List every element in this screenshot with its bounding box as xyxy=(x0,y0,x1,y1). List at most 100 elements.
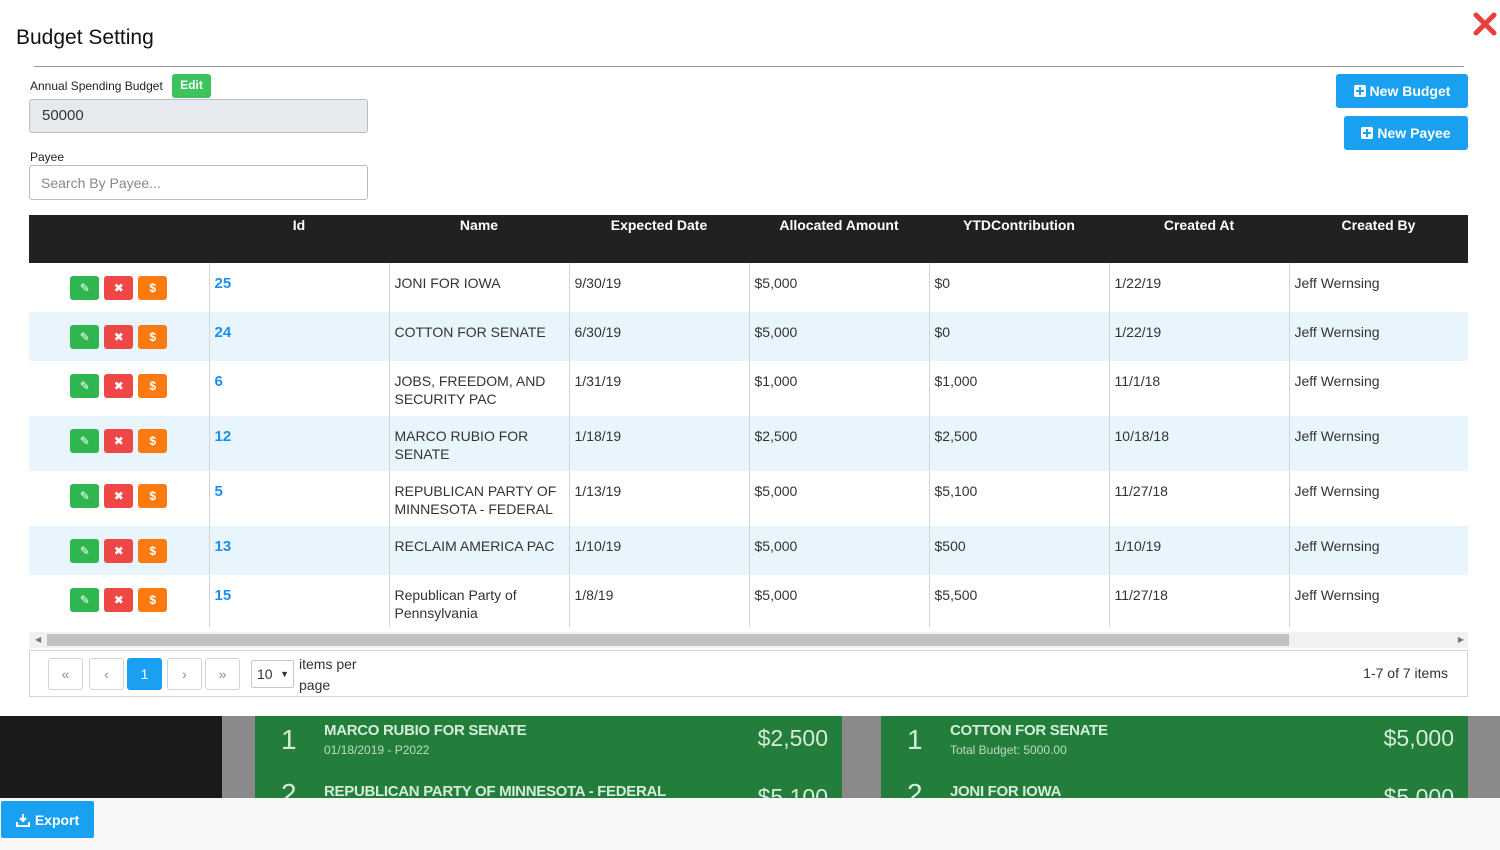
edit-budget-button[interactable]: Edit xyxy=(172,74,211,98)
payee-search-input[interactable] xyxy=(29,165,368,200)
row-name-cell: Republican Party of Pennsylvania xyxy=(388,575,569,627)
column-header-id[interactable]: Id xyxy=(292,217,306,233)
dollar-icon: $ xyxy=(149,330,157,344)
next-page-button[interactable]: › xyxy=(167,658,202,690)
page-size-value: 10 xyxy=(257,666,273,682)
row-id-link[interactable]: 25 xyxy=(214,275,232,292)
pay-row-button[interactable]: $ xyxy=(138,374,168,398)
row-expected-date: 6/30/19 xyxy=(574,324,622,340)
row-created-by-cell: Jeff Wernsing xyxy=(1288,312,1468,361)
scroll-right-icon[interactable]: ▶ xyxy=(1457,635,1464,644)
prev-page-button[interactable]: ‹ xyxy=(89,658,124,690)
column-header-created-by[interactable]: Created By xyxy=(1341,217,1416,233)
summary-payee-name: COTTON FOR SENATE xyxy=(950,722,1108,739)
caret-down-icon: ▼ xyxy=(280,669,289,679)
edit-row-button[interactable]: ✎ xyxy=(70,429,100,453)
row-created-by: Jeff Wernsing xyxy=(1294,538,1380,554)
last-page-button[interactable]: » xyxy=(205,658,240,690)
pay-row-button[interactable]: $ xyxy=(138,588,168,612)
column-header-ytd-contribution[interactable]: YTDContribution xyxy=(963,217,1075,233)
row-name-cell: COTTON FOR SENATE xyxy=(388,312,569,361)
row-expected-date: 1/18/19 xyxy=(574,428,622,444)
pencil-icon: ✎ xyxy=(79,544,90,558)
new-budget-button[interactable]: New Budget xyxy=(1336,74,1468,108)
row-id-link-cell: 5 xyxy=(208,471,389,526)
row-created-by: Jeff Wernsing xyxy=(1294,483,1380,499)
pay-row-button[interactable]: $ xyxy=(138,539,168,563)
row-actions-cell: ✎ ✖ $ xyxy=(29,575,209,627)
row-id-link-cell: 24 xyxy=(208,312,389,361)
edit-row-button[interactable]: ✎ xyxy=(70,325,100,349)
edit-row-button[interactable]: ✎ xyxy=(70,276,100,300)
edit-row-button[interactable]: ✎ xyxy=(70,484,100,508)
row-actions: ✎ ✖ $ xyxy=(34,372,204,398)
row-ytd-contribution-cell: $5,500 xyxy=(928,575,1109,627)
summary-rank: 1 xyxy=(907,724,923,755)
budget-table: Id Name Expected Date Allocated Amount Y… xyxy=(29,215,1468,627)
payee-label: Payee xyxy=(30,150,65,164)
delete-row-button[interactable]: ✖ xyxy=(104,539,134,563)
pay-row-button[interactable]: $ xyxy=(138,276,168,300)
scrollbar-thumb[interactable] xyxy=(47,634,1289,646)
delete-row-button[interactable]: ✖ xyxy=(104,484,134,508)
annual-budget-label: Annual Spending Budget xyxy=(30,79,163,93)
page-1-button[interactable]: 1 xyxy=(127,658,162,690)
edit-row-button[interactable]: ✎ xyxy=(70,539,100,563)
column-header-created-at[interactable]: Created At xyxy=(1163,217,1235,233)
horizontal-scrollbar[interactable]: ◀ ▶ xyxy=(29,632,1468,648)
row-actions-cell: ✎ ✖ $ xyxy=(29,312,209,361)
row-actions: ✎ ✖ $ xyxy=(34,482,204,508)
row-id-link[interactable]: 24 xyxy=(214,324,232,341)
summary-card-right: 1 COTTON FOR SENATE Total Budget: 5000.0… xyxy=(881,716,1468,798)
close-icon: ✖ xyxy=(113,434,124,448)
annual-budget-field[interactable]: 50000 xyxy=(29,99,368,133)
dollar-icon: $ xyxy=(149,434,157,448)
row-id-link[interactable]: 12 xyxy=(214,428,232,445)
pay-row-button[interactable]: $ xyxy=(138,429,168,453)
row-id-link[interactable]: 13 xyxy=(214,538,232,555)
edit-row-button[interactable]: ✎ xyxy=(70,374,100,398)
close-icon[interactable] xyxy=(1472,10,1498,38)
export-button[interactable]: Export xyxy=(1,801,94,838)
row-created-at-cell: 11/27/18 xyxy=(1108,575,1289,627)
column-header-name[interactable]: Name xyxy=(459,217,499,233)
column-header-allocated-amount[interactable]: Allocated Amount xyxy=(779,217,899,233)
row-expected-date: 1/8/19 xyxy=(574,587,614,603)
close-icon: ✖ xyxy=(113,593,124,607)
row-ytd-contribution: $0 xyxy=(934,324,951,340)
pay-row-button[interactable]: $ xyxy=(138,325,168,349)
summary-rank: 2 xyxy=(907,778,923,798)
row-name-cell: RECLAIM AMERICA PAC xyxy=(388,526,569,575)
row-expected-date-cell: 6/30/19 xyxy=(568,312,749,361)
row-id-link[interactable]: 15 xyxy=(214,587,232,604)
row-id-link[interactable]: 5 xyxy=(214,483,223,500)
row-name-cell: JOBS, FREEDOM, AND SECURITY PAC xyxy=(388,361,569,416)
table-row: ✎ ✖ $5 REPUBLICAN PARTY OF MINNESOTA - FEDE… xyxy=(29,471,1468,526)
close-icon: ✖ xyxy=(113,281,124,295)
column-header-expected-date[interactable]: Expected Date xyxy=(610,217,708,233)
row-expected-date-cell: 1/10/19 xyxy=(568,526,749,575)
scroll-left-icon[interactable]: ◀ xyxy=(35,635,42,644)
row-created-at-cell: 1/10/19 xyxy=(1108,526,1289,575)
delete-row-button[interactable]: ✖ xyxy=(104,429,134,453)
delete-row-button[interactable]: ✖ xyxy=(104,325,134,349)
summary-band: 1 MARCO RUBIO FOR SENATE 01/18/2019 - P2… xyxy=(0,716,1500,798)
delete-row-button[interactable]: ✖ xyxy=(104,374,134,398)
row-expected-date-cell: 1/18/19 xyxy=(568,416,749,471)
row-allocated-amount: $2,500 xyxy=(754,428,798,444)
plus-square-icon xyxy=(1361,127,1374,139)
row-name: RECLAIM AMERICA PAC xyxy=(394,538,555,554)
row-created-at-cell: 11/27/18 xyxy=(1108,471,1289,526)
new-payee-button[interactable]: New Payee xyxy=(1344,116,1468,150)
page-size-select[interactable]: 10 ▼ xyxy=(251,660,294,688)
delete-row-button[interactable]: ✖ xyxy=(104,588,134,612)
title-divider xyxy=(34,66,1464,67)
delete-row-button[interactable]: ✖ xyxy=(104,276,134,300)
summary-amount: $5,000 xyxy=(1383,725,1454,751)
pay-row-button[interactable]: $ xyxy=(138,484,168,508)
summary-payee-name: JONI FOR IOWA xyxy=(950,783,1062,798)
first-page-button[interactable]: « xyxy=(48,658,83,690)
row-id-link[interactable]: 6 xyxy=(214,373,223,390)
row-allocated-amount: $5,000 xyxy=(754,587,798,603)
edit-row-button[interactable]: ✎ xyxy=(70,588,100,612)
